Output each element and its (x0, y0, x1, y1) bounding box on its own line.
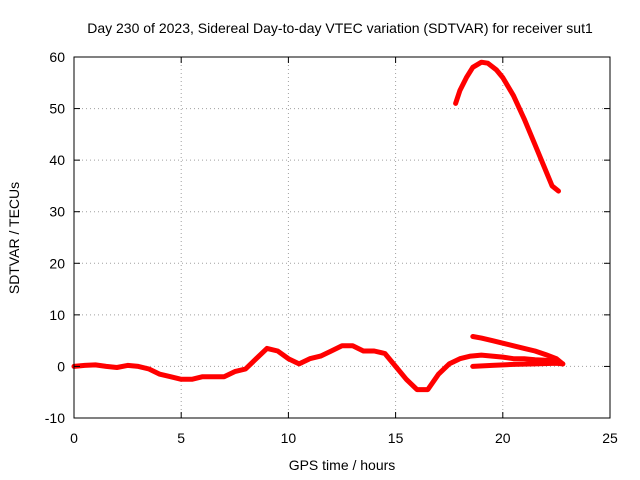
series-line (453, 59, 561, 194)
y-tick-label: 30 (49, 204, 65, 220)
y-tick-label: 60 (49, 49, 65, 65)
x-tick-label: 0 (70, 430, 78, 446)
x-tick-label: 25 (602, 430, 618, 446)
series-layer (71, 59, 566, 393)
y-tick-label: 20 (49, 255, 65, 271)
axis-ticks (73, 56, 611, 419)
x-tick-label: 5 (177, 430, 185, 446)
plot-frame (73, 56, 611, 419)
y-tick-label: 50 (49, 101, 65, 117)
y-tick-label: 40 (49, 152, 65, 168)
chart-title: Day 230 of 2023, Sidereal Day-to-day VTE… (87, 20, 593, 36)
x-tick-label: 10 (281, 430, 297, 446)
y-tick-label: -10 (45, 410, 65, 426)
series-line (71, 343, 559, 393)
x-tick-label: 15 (388, 430, 404, 446)
series-line (470, 334, 566, 367)
y-tick-label: 10 (49, 307, 65, 323)
x-tick-label: 20 (495, 430, 511, 446)
grid-lines (74, 57, 610, 418)
x-axis-label: GPS time / hours (289, 457, 396, 473)
series-line (470, 360, 566, 369)
y-axis-label: SDTVAR / TECUs (6, 182, 22, 294)
y-tick-labels: -10 0 10 20 30 40 50 60 (45, 49, 65, 426)
x-tick-labels: 0 5 10 15 20 25 (70, 430, 618, 446)
y-tick-label: 0 (57, 358, 65, 374)
